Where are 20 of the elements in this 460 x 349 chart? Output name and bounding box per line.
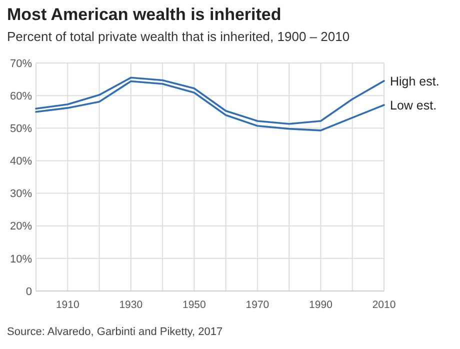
x-tick-label: 1930 <box>119 299 143 311</box>
series-label: Low est. <box>390 98 437 112</box>
source-note: Source: Alvaredo, Garbinti and Piketty, 2017 <box>7 326 223 338</box>
y-tick-label: 30% <box>10 188 32 200</box>
x-tick-label: 1910 <box>56 299 80 311</box>
y-tick-label: 70% <box>10 58 32 70</box>
chart-title: Most American wealth is inherited <box>7 5 282 24</box>
y-tick-label: 40% <box>10 156 32 168</box>
x-tick-label: 2010 <box>372 299 396 311</box>
x-tick-label: 1970 <box>246 299 270 311</box>
line-series <box>35 80 385 132</box>
y-tick-label: 0 <box>26 286 32 298</box>
y-tick-label: 50% <box>10 122 32 135</box>
x-tick-label: 1990 <box>309 299 333 311</box>
y-tick-label: 10% <box>10 253 32 266</box>
y-tick-label: 20% <box>10 220 32 233</box>
chart-subtitle: Percent of total private wealth that is inherited, 1900 – 2010 <box>7 29 350 44</box>
series-label: High est. <box>390 74 440 88</box>
y-tick-label: 60% <box>10 90 32 102</box>
x-tick-label: 1950 <box>182 299 206 311</box>
